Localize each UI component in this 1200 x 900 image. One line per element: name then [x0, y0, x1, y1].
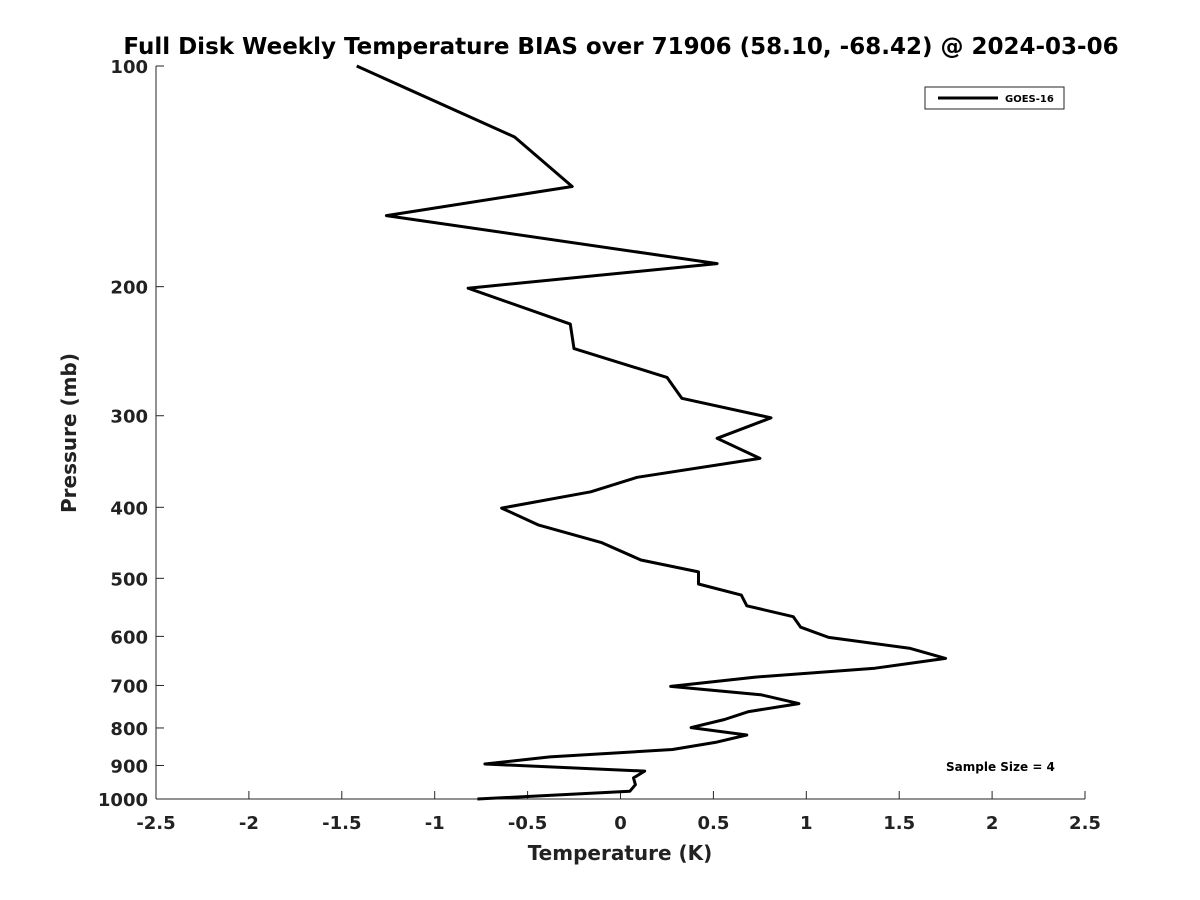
x-tick-label: 1 — [800, 813, 813, 834]
y-tick-label: 700 — [110, 676, 148, 697]
y-tick-label: 100 — [110, 57, 148, 78]
y-tick-label: 300 — [110, 407, 148, 428]
x-tick-label: -0.5 — [508, 813, 547, 834]
legend: GOES-16 — [924, 86, 1065, 110]
x-tick-label: 1.5 — [883, 813, 915, 834]
y-tick-label: 500 — [110, 569, 148, 590]
series-line-goes-16 — [356, 64, 948, 801]
x-tick-label: 2.5 — [1069, 813, 1101, 834]
y-ticks: 100 200 300 400 500 600 700 800 900 1000 — [98, 57, 164, 811]
x-tick-label: -2 — [239, 813, 259, 834]
x-tick-label: -1 — [425, 813, 445, 834]
y-tick-label: 200 — [110, 278, 148, 299]
x-tick-label: 2 — [986, 813, 999, 834]
y-axis-label: Pressure (mb) — [57, 353, 81, 513]
y-tick-label: 1000 — [98, 790, 148, 811]
legend-label-goes-16: GOES-16 — [1005, 94, 1054, 105]
y-tick-label: 600 — [110, 627, 148, 648]
x-ticks: -2.5 -2 -1.5 -1 -0.5 0 0.5 1 1.5 2 2.5 — [136, 791, 1101, 834]
y-tick-label: 800 — [110, 719, 148, 740]
x-tick-label: -1.5 — [322, 813, 361, 834]
x-tick-label: -2.5 — [136, 813, 175, 834]
x-tick-label: 0 — [614, 813, 627, 834]
x-axis-label: Temperature (K) — [528, 841, 713, 865]
y-tick-label: 900 — [110, 756, 148, 777]
x-tick-label: 0.5 — [697, 813, 729, 834]
y-tick-label: 400 — [110, 498, 148, 519]
chart-title: Full Disk Weekly Temperature BIAS over 7… — [123, 34, 1118, 60]
series-layer — [356, 64, 948, 801]
sample-size-annotation: Sample Size = 4 — [946, 760, 1055, 774]
